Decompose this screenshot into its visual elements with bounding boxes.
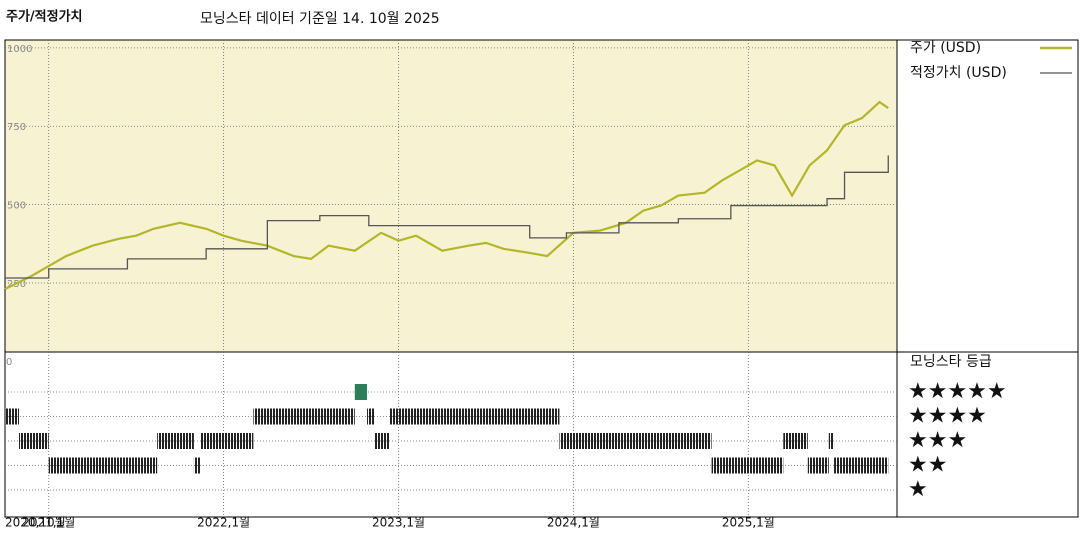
x-tick-label: 2025,1월	[722, 516, 775, 530]
chart-subtitle: 모닝스타 데이터 기준일 14. 10월 2025	[200, 11, 440, 27]
series-line	[4, 100, 889, 290]
x-tick-label: 2021,1월	[22, 516, 75, 530]
x-tick-label: 2024,1월	[547, 516, 600, 530]
price-panel	[5, 40, 897, 352]
y-tick-label: 750	[7, 122, 26, 133]
x-tick-label: 2023,1월	[372, 516, 425, 530]
rating-bar	[18, 433, 49, 449]
rating-bar	[559, 433, 712, 449]
rating-bar	[200, 433, 254, 449]
rating-bar	[828, 433, 835, 449]
y-tick-label: 500	[7, 201, 26, 212]
rating-bar	[157, 433, 194, 449]
rating-bar	[807, 457, 829, 474]
rating-bar	[253, 408, 355, 425]
rating-bar	[834, 457, 889, 474]
rating-bar	[367, 408, 375, 425]
rating-tick-label: ★★★	[908, 428, 967, 453]
rating-bar	[389, 408, 560, 425]
legend-label: 주가 (USD)	[910, 40, 981, 56]
rating-bar	[711, 457, 784, 474]
rating-bar	[354, 384, 368, 400]
rating-bar	[374, 433, 390, 449]
rating-bar	[783, 433, 808, 449]
rating-bar	[193, 457, 201, 474]
x-tick-label: 2020,10월	[5, 516, 66, 530]
rating-bar	[48, 457, 158, 474]
legend-label: 적정가치 (USD)	[910, 65, 1007, 81]
rating-bar	[5, 408, 19, 425]
series-line	[5, 155, 889, 279]
rating-tick-label: ★★★★★	[908, 379, 1007, 404]
rating-tick-label: ★★	[908, 453, 947, 478]
chart-title: 주가/적정가치	[6, 9, 83, 25]
rating-title: 모닝스타 등급	[910, 354, 992, 370]
rating-tick-label: ★★★★	[908, 404, 987, 429]
x-tick-label: 2022,1월	[197, 516, 250, 530]
rating-axis-label: 0	[6, 357, 12, 368]
y-tick-label: 1000	[7, 44, 32, 55]
rating-tick-label: ★	[908, 477, 928, 502]
